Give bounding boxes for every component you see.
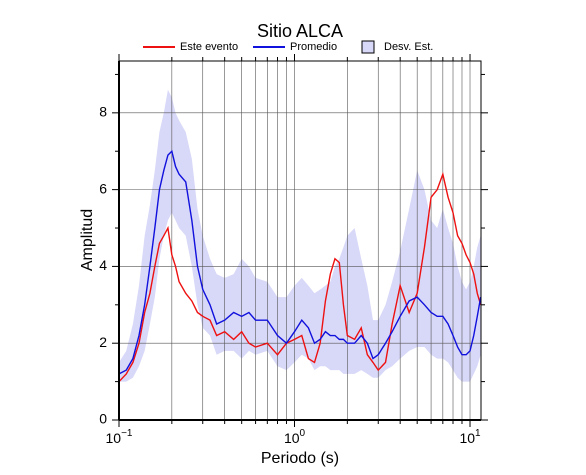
data-line (118, 171, 482, 383)
legend-label: Desv. Est. (384, 41, 433, 53)
y-tick-label: 8 (99, 104, 107, 120)
y-tick-label: 4 (99, 257, 107, 273)
x-tick-exponent: −1 (121, 428, 133, 439)
x-tick-base: 10 (106, 430, 122, 446)
std-band (119, 89, 481, 382)
legend-label: Este evento (180, 41, 238, 53)
y-tick-label: 0 (99, 411, 107, 427)
x-tick-exponent: 0 (300, 428, 306, 439)
legend-label: Promedio (290, 41, 337, 53)
y-axis-label: Amplitud (79, 209, 96, 271)
x-tick-exponent: 1 (475, 428, 481, 439)
x-tick-label: 100 (284, 428, 306, 446)
x-tick-label: 101 (459, 428, 481, 446)
x-tick-base: 10 (284, 430, 300, 446)
x-tick-base: 10 (459, 430, 475, 446)
y-tick-label: 6 (99, 180, 107, 196)
x-tick-label: 10−1 (106, 428, 133, 446)
x-axis-label: Periodo (s) (261, 450, 339, 467)
chart-title: Sitio ALCA (257, 21, 343, 41)
data-line (118, 149, 482, 375)
legend-swatch (361, 40, 375, 54)
y-tick-label: 2 (99, 334, 107, 350)
